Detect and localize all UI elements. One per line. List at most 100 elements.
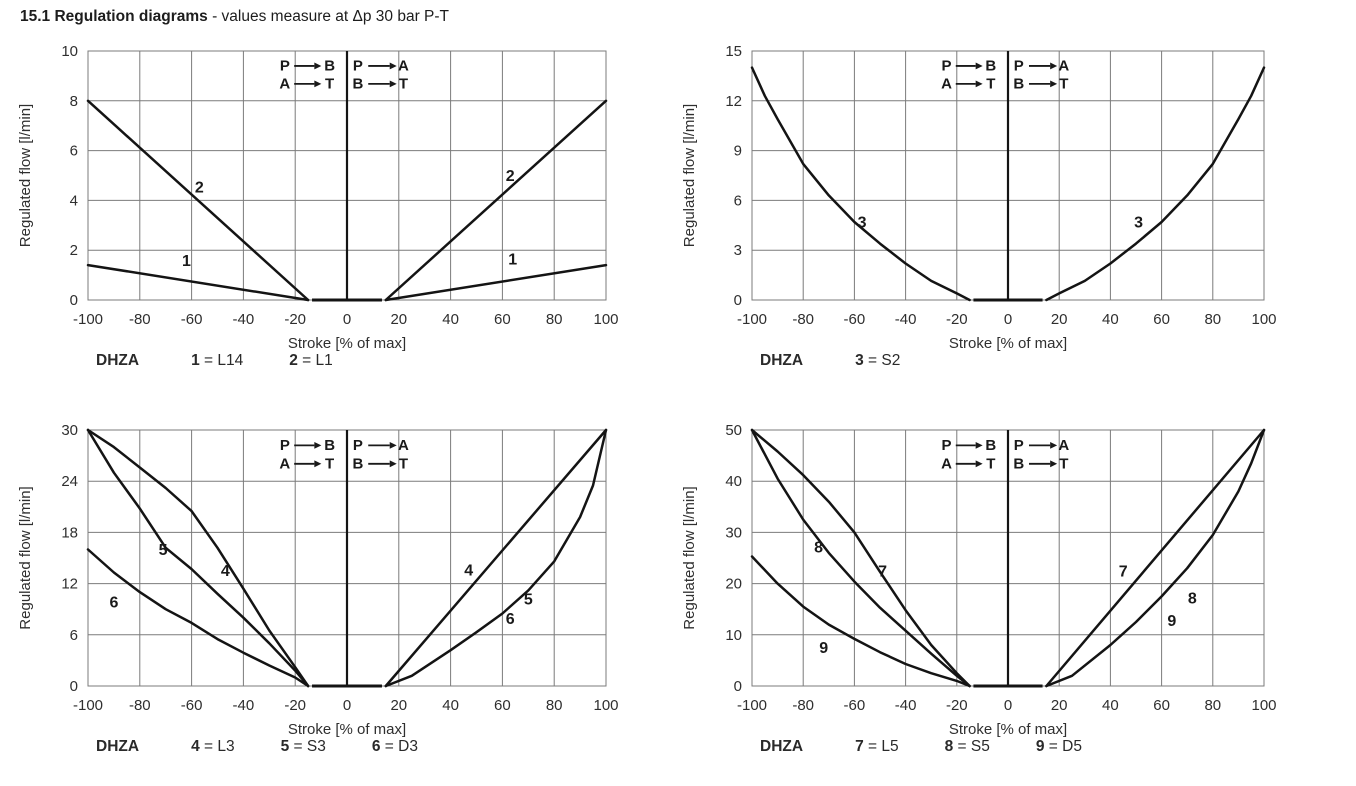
x-tick-label: -20 (946, 697, 968, 714)
x-tick-label: 40 (1102, 697, 1119, 714)
x-tick-label: -60 (844, 311, 866, 328)
x-axis-title: Stroke [% of max] (949, 721, 1067, 738)
x-tick-label: 0 (343, 697, 351, 714)
curve-label-1: 1 (508, 252, 517, 269)
y-tick-label: 9 (734, 143, 742, 160)
legend-letter: B (985, 57, 996, 74)
x-tick-label: -40 (895, 311, 917, 328)
flow-path-legend: P B P AA T B T (941, 57, 1069, 92)
legend-letter: A (1058, 437, 1069, 454)
x-tick-label: -80 (792, 697, 814, 714)
curve-6-left (86, 548, 310, 688)
curve-7-right (1045, 428, 1266, 688)
y-tick-label: 10 (61, 43, 78, 60)
curve-label-7: 7 (1119, 563, 1128, 580)
curve-1-left (86, 263, 310, 302)
y-tick-label: 8 (70, 93, 78, 110)
curve-label-8: 8 (814, 539, 823, 556)
y-tick-label: 0 (70, 292, 78, 309)
legend-letter: T (986, 75, 995, 92)
legend-letter: P (942, 57, 952, 74)
x-tick-label: 100 (593, 311, 618, 328)
tick-labels: 0 6 12 18 24 30 -100 -80 -60 -40 -20 0 20 40 60 80 100 (61, 422, 618, 714)
curve-4-right (384, 428, 608, 688)
legend-letter: B (324, 57, 335, 74)
curve-label-3: 3 (858, 214, 867, 231)
curve-5/6-right (384, 428, 608, 688)
x-tick-label: 100 (1251, 697, 1276, 714)
curve-label-5: 5 (159, 542, 168, 559)
x-tick-label: 60 (494, 697, 511, 714)
legend-letter: B (1013, 75, 1024, 92)
legend-letter: A (941, 75, 952, 92)
x-tick-label: -80 (129, 697, 151, 714)
flow-path-legend: P B P AA T B T (941, 437, 1069, 472)
chart-caption-bottom-right: DHZA 7 = L5 8 = S5 9 = D5 (760, 738, 1128, 756)
tick-labels: 0 2 4 6 8 10 -100 -80 -60 -40 -20 0 20 40 60 80 100 (61, 43, 618, 328)
legend-letter: B (352, 455, 363, 472)
curve-label-5: 5 (524, 591, 533, 608)
y-tick-label: 30 (725, 524, 742, 541)
x-tick-label: -40 (233, 311, 255, 328)
chart-caption-top-right: DHZA 3 = S2 (760, 352, 946, 370)
caption-model: DHZA (760, 738, 804, 755)
y-tick-label: 0 (70, 678, 78, 695)
curve-7-left (750, 428, 971, 688)
legend-letter: P (942, 437, 952, 454)
curve-8-left (750, 428, 971, 688)
caption-entry-8: 8 = S5 (944, 738, 990, 755)
x-tick-label: 80 (1204, 311, 1221, 328)
curve-8/9-right (1045, 428, 1266, 688)
y-tick-label: 24 (61, 473, 78, 490)
x-tick-label: -40 (233, 697, 255, 714)
curve-label-4: 4 (464, 562, 473, 579)
curve-label-6: 6 (506, 611, 515, 628)
x-tick-label: -20 (284, 311, 306, 328)
y-tick-label: 18 (61, 524, 78, 541)
y-tick-label: 40 (725, 473, 742, 490)
x-axis-title: Stroke [% of max] (288, 335, 406, 352)
legend-letter: A (279, 455, 290, 472)
x-tick-label: 40 (442, 697, 459, 714)
flow-path-legend: P B P AA T B T (279, 57, 409, 92)
curve-labels: 1 2 2 1 (182, 168, 517, 270)
y-tick-label: 20 (725, 576, 742, 593)
legend-letter: A (279, 75, 290, 92)
legend-letter: B (324, 437, 335, 454)
x-tick-label: -80 (129, 311, 151, 328)
caption-entry-2: 2 = L1 (289, 352, 333, 369)
legend-letter: T (325, 455, 334, 472)
x-tick-label: 20 (390, 697, 407, 714)
caption-entry-6: 6 = D3 (371, 738, 418, 755)
legend-letter: P (1014, 437, 1024, 454)
page-title-rest: - values measure at Δp 30 bar P-T (207, 8, 450, 25)
y-axis-title: Regulated flow [l/min] (681, 486, 698, 629)
y-axis-title: Regulated flow [l/min] (17, 486, 34, 629)
curve-label-6: 6 (109, 595, 118, 612)
x-axis-title: Stroke [% of max] (288, 721, 406, 738)
chart-caption-top-left: DHZA 1 = L14 2 = L1 (96, 352, 379, 370)
legend-letter: T (399, 75, 408, 92)
caption-entry-3: 3 = S2 (855, 352, 901, 369)
legend-letter: T (986, 455, 995, 472)
legend-letter: P (353, 57, 363, 74)
curve-1-right (384, 263, 608, 302)
legend-letter: T (399, 455, 408, 472)
curve-label-9: 9 (819, 640, 828, 657)
curve-label-8: 8 (1188, 590, 1197, 607)
caption-entry-4: 4 = L3 (191, 738, 235, 755)
x-tick-label: 60 (1153, 697, 1170, 714)
legend-letter: A (398, 437, 409, 454)
curve-label-3: 3 (1134, 214, 1143, 231)
curves (750, 428, 1266, 688)
curve-4-left (86, 428, 310, 688)
y-tick-label: 4 (70, 192, 78, 209)
y-tick-label: 3 (734, 242, 742, 259)
y-tick-label: 12 (61, 576, 78, 593)
